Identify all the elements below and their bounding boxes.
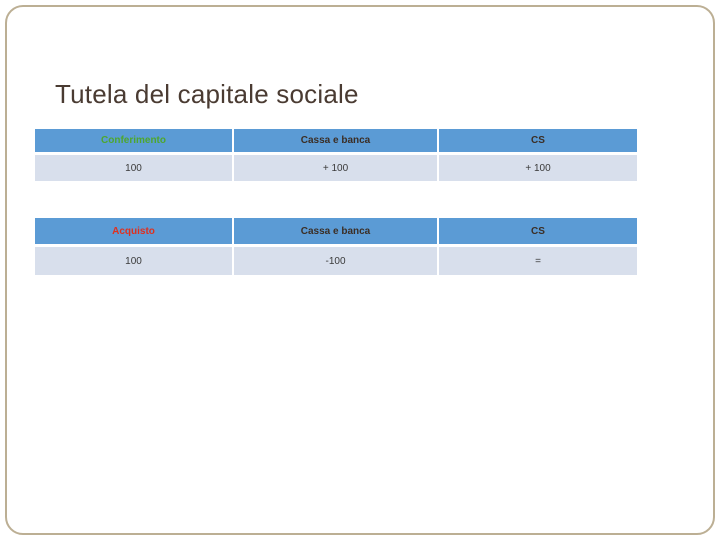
cs-value-cell: + 100	[439, 155, 637, 181]
cassa-e-banca-value-cell: + 100	[234, 155, 437, 181]
page-title: Tutela del capitale sociale	[55, 79, 359, 110]
cs-header-cell: CS	[439, 129, 637, 152]
cassa-e-banca-value-cell: -100	[234, 247, 437, 275]
acquisto-table: Acquisto Cassa e banca CS 100 -100 =	[35, 218, 637, 275]
cassa-e-banca-header-cell: Cassa e banca	[234, 129, 437, 152]
conferimento-table: Conferimento Cassa e banca CS 100 + 100 …	[35, 129, 637, 181]
cs-header-cell: CS	[439, 218, 637, 244]
conferimento-header-cell: Conferimento	[35, 129, 232, 152]
acquisto-header-cell: Acquisto	[35, 218, 232, 244]
acquisto-amount-cell: 100	[35, 247, 232, 275]
conferimento-amount-cell: 100	[35, 155, 232, 181]
cassa-e-banca-header-cell: Cassa e banca	[234, 218, 437, 244]
cs-value-cell: =	[439, 247, 637, 275]
